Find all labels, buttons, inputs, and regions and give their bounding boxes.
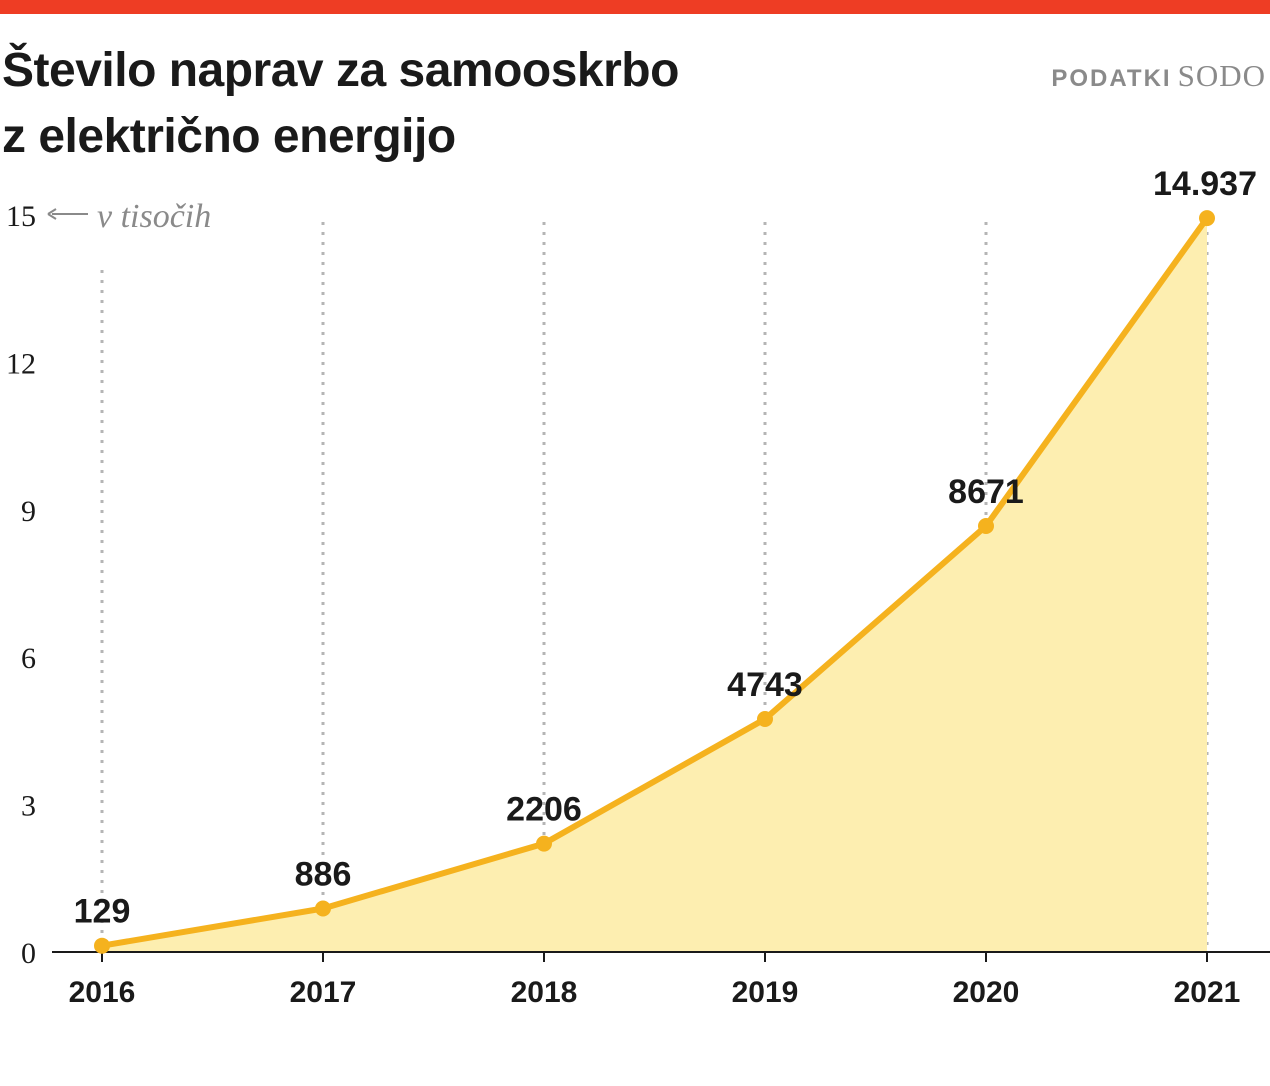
data-point-2016 [94, 937, 110, 954]
y-tick-6: 6 [21, 642, 36, 675]
x-tick-2016: 2016 [69, 976, 136, 1009]
x-tick-2018: 2018 [511, 976, 578, 1009]
data-point-2020 [978, 518, 994, 534]
data-label-2016: 129 [74, 893, 131, 931]
area-fill [102, 218, 1207, 953]
data-label-2017: 886 [295, 856, 352, 894]
data-point-2019 [757, 711, 773, 727]
data-label-2019: 4743 [727, 666, 803, 704]
chart-title-line-2: z električno energijo [2, 110, 456, 163]
data-point-2021 [1199, 210, 1215, 227]
source-credit: PODATKI SODO [1051, 58, 1266, 94]
x-tick-2021: 2021 [1174, 976, 1241, 1009]
markers-layer [94, 210, 1215, 954]
source-label: PODATKI [1051, 65, 1172, 92]
series-line [99, 215, 1210, 949]
y-tick-3: 3 [21, 790, 36, 823]
x-labels-layer: 2016 2017 2018 2019 2020 2021 [69, 976, 1241, 1009]
x-tick-2019: 2019 [732, 976, 799, 1009]
unit-note: v tisočih [47, 198, 211, 235]
x-tick-2017: 2017 [290, 976, 357, 1009]
accent-bar [0, 0, 1270, 14]
unit-note-text: v tisočih [97, 198, 211, 235]
data-point-2017 [315, 900, 331, 917]
y-tick-9: 9 [21, 495, 36, 528]
x-ticks-layer [101, 952, 1208, 962]
y-tick-12: 12 [6, 347, 36, 380]
data-point-2018 [536, 835, 552, 852]
y-tick-15: 15 [6, 200, 36, 233]
data-label-2018: 2206 [506, 791, 582, 829]
data-label-2021: 14.937 [1153, 165, 1257, 203]
chart-title: Število naprav za samooskrbo z električn… [2, 38, 679, 170]
y-ticks-layer: 0 3 6 9 12 15 [6, 200, 36, 970]
y-tick-0: 0 [21, 937, 36, 970]
unit-arrow-head [47, 208, 57, 220]
chart-title-line-1: Število naprav za samooskrbo [2, 44, 679, 97]
x-tick-2020: 2020 [953, 976, 1020, 1009]
data-label-2020: 8671 [948, 473, 1024, 511]
data-labels-layer: 129 886 2206 4743 8671 14.937 [74, 165, 1257, 931]
source-name: SODO [1177, 58, 1266, 93]
